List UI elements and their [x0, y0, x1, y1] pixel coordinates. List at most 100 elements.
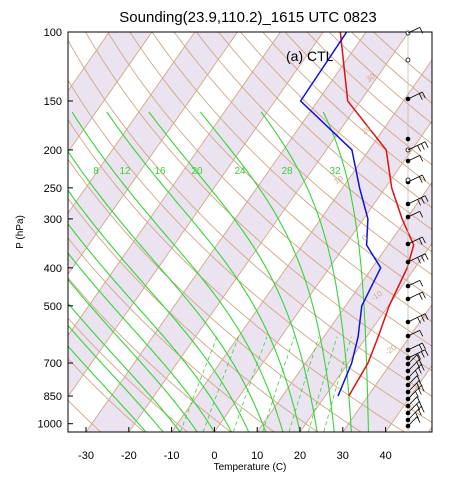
- dry-adiabat-line: [68, 79, 432, 423]
- x-tick-label: 40: [379, 450, 391, 462]
- wind-barb-flag: [422, 342, 426, 350]
- dry-adiabat-line: [68, 237, 275, 432]
- wind-barb-flag: [420, 197, 425, 204]
- wind-barb-shaft: [407, 26, 420, 34]
- dry-adiabat-line: [218, 32, 432, 231]
- wind-barb-shaft: [407, 279, 420, 287]
- wind-barb-shaft: [407, 385, 422, 400]
- wind-barb-flag: [422, 291, 426, 299]
- wind-barb-flag: [419, 280, 424, 287]
- wind-barb-flag: [420, 385, 425, 392]
- wind-barb-shaft: [407, 195, 426, 205]
- wind-barb-flag: [419, 211, 424, 218]
- wind-barb-flag: [422, 174, 426, 182]
- isotherm-line: [128, 32, 410, 432]
- wind-barb-flag: [418, 293, 423, 300]
- mixing-ratio-label: 12: [119, 166, 131, 177]
- wind-barb-shaft: [407, 154, 420, 162]
- wind-barb-flag: [422, 91, 426, 99]
- wind-barb-flag: [415, 412, 419, 419]
- mixing-ratio-label: 28: [281, 166, 293, 177]
- dry-adiabat-line: [151, 32, 432, 299]
- y-tick-label: 200: [44, 145, 62, 157]
- moist-adiabat-line: [68, 302, 181, 432]
- wind-barb-shaft: [407, 329, 420, 337]
- isotherm-line: [68, 32, 324, 398]
- wind-barb-shaft: [407, 396, 418, 407]
- moist-adiabat-line: [68, 252, 215, 432]
- wind-barbs: [405, 26, 429, 429]
- wind-barb-flag: [417, 199, 421, 206]
- wind-barb-flag: [419, 330, 424, 337]
- mixing-ratio-line: [180, 336, 218, 432]
- wind-barb-flag: [418, 93, 423, 100]
- y-tick-label: 500: [44, 301, 62, 313]
- wind-barb-flag: [415, 391, 419, 398]
- y-axis: 100 150 200 250 300 400 500 700 850 1000: [38, 27, 73, 431]
- x-tick-label: 10: [251, 450, 263, 462]
- wind-barb-shaft: [407, 349, 426, 359]
- wind-barb-shaft: [407, 141, 426, 151]
- wind-barb-flag: [417, 409, 422, 416]
- isotherm-line: [214, 120, 432, 432]
- y-tick-label: 1000: [38, 419, 62, 431]
- dry-adiabat-line: [85, 32, 432, 372]
- wind-barb-station: [405, 136, 411, 142]
- y-tick-label: 850: [44, 391, 62, 403]
- wind-barb-shaft: [407, 253, 426, 263]
- moist-adiabat-line: [68, 222, 232, 432]
- dry-adiabat-line: [107, 32, 432, 347]
- wind-barb-flag: [424, 253, 429, 260]
- wind-barb-flag: [418, 176, 423, 183]
- mixing-ratio-line: [288, 336, 320, 432]
- dry-adiabat-line: [68, 158, 362, 432]
- x-tick-label: 30: [337, 450, 349, 462]
- isotherm-line: [342, 303, 432, 432]
- y-tick-label: 150: [44, 96, 62, 108]
- moist-adiabat-line: [68, 324, 164, 432]
- wind-barb-flag: [420, 364, 425, 371]
- wind-barb-shaft: [407, 364, 422, 379]
- y-tick-label: 250: [44, 183, 62, 195]
- mixing-ratio-line: [232, 336, 268, 432]
- isotherm-line: [68, 32, 196, 214]
- wind-barb-flag: [417, 257, 421, 264]
- wind-barb-flag: [418, 344, 423, 351]
- dry-adiabat-line: [240, 32, 432, 209]
- wind-barb-shaft: [407, 210, 420, 218]
- wind-barb-flag: [420, 143, 425, 150]
- moist-adiabat-line: [148, 111, 318, 432]
- wind-barb-flag: [420, 406, 425, 413]
- x-tick-label: 0: [211, 450, 217, 462]
- isotherm-line: [68, 32, 238, 276]
- mixing-ratio-line: [262, 336, 295, 432]
- dry-adiabat-line: [173, 32, 432, 276]
- y-tick-label: 300: [44, 214, 62, 226]
- isotherm-band: [86, 32, 409, 432]
- wind-barb-flag: [420, 255, 425, 262]
- chart-title: Sounding(23.9,110.2)_1615 UTC 0823: [119, 9, 376, 26]
- y-tick-label: 700: [44, 358, 62, 370]
- panel-annotation: (a) CTL: [286, 48, 334, 64]
- mixing-ratio-line: [307, 336, 338, 432]
- x-axis: -30 -20 -10 0 10 20 30 40: [78, 427, 392, 462]
- moist-adiabat-line: [260, 111, 352, 432]
- wind-barb-flag: [424, 141, 429, 148]
- moist-adiabat-line: [71, 111, 284, 432]
- moist-adiabat-line: [68, 278, 198, 432]
- y-tick-label: 100: [44, 27, 62, 39]
- mixing-ratio-label: 32: [329, 166, 341, 177]
- mixing-ratio-labels: 8 12 16 20 24 28 32: [93, 166, 341, 177]
- isotherm-line: [68, 32, 281, 337]
- mixing-ratio-label: 24: [234, 166, 246, 177]
- x-tick-label: -20: [121, 450, 137, 462]
- wind-barb-shaft: [407, 91, 423, 100]
- isotherm-line: [171, 59, 432, 432]
- dry-adiabat-line: [129, 32, 432, 323]
- wind-barb-flag: [424, 313, 429, 320]
- mixing-ratio-label: 20: [191, 166, 203, 177]
- moist-adiabat-line: [68, 150, 267, 432]
- wind-barb-flag: [422, 236, 426, 244]
- wind-barb-flag: [417, 388, 422, 395]
